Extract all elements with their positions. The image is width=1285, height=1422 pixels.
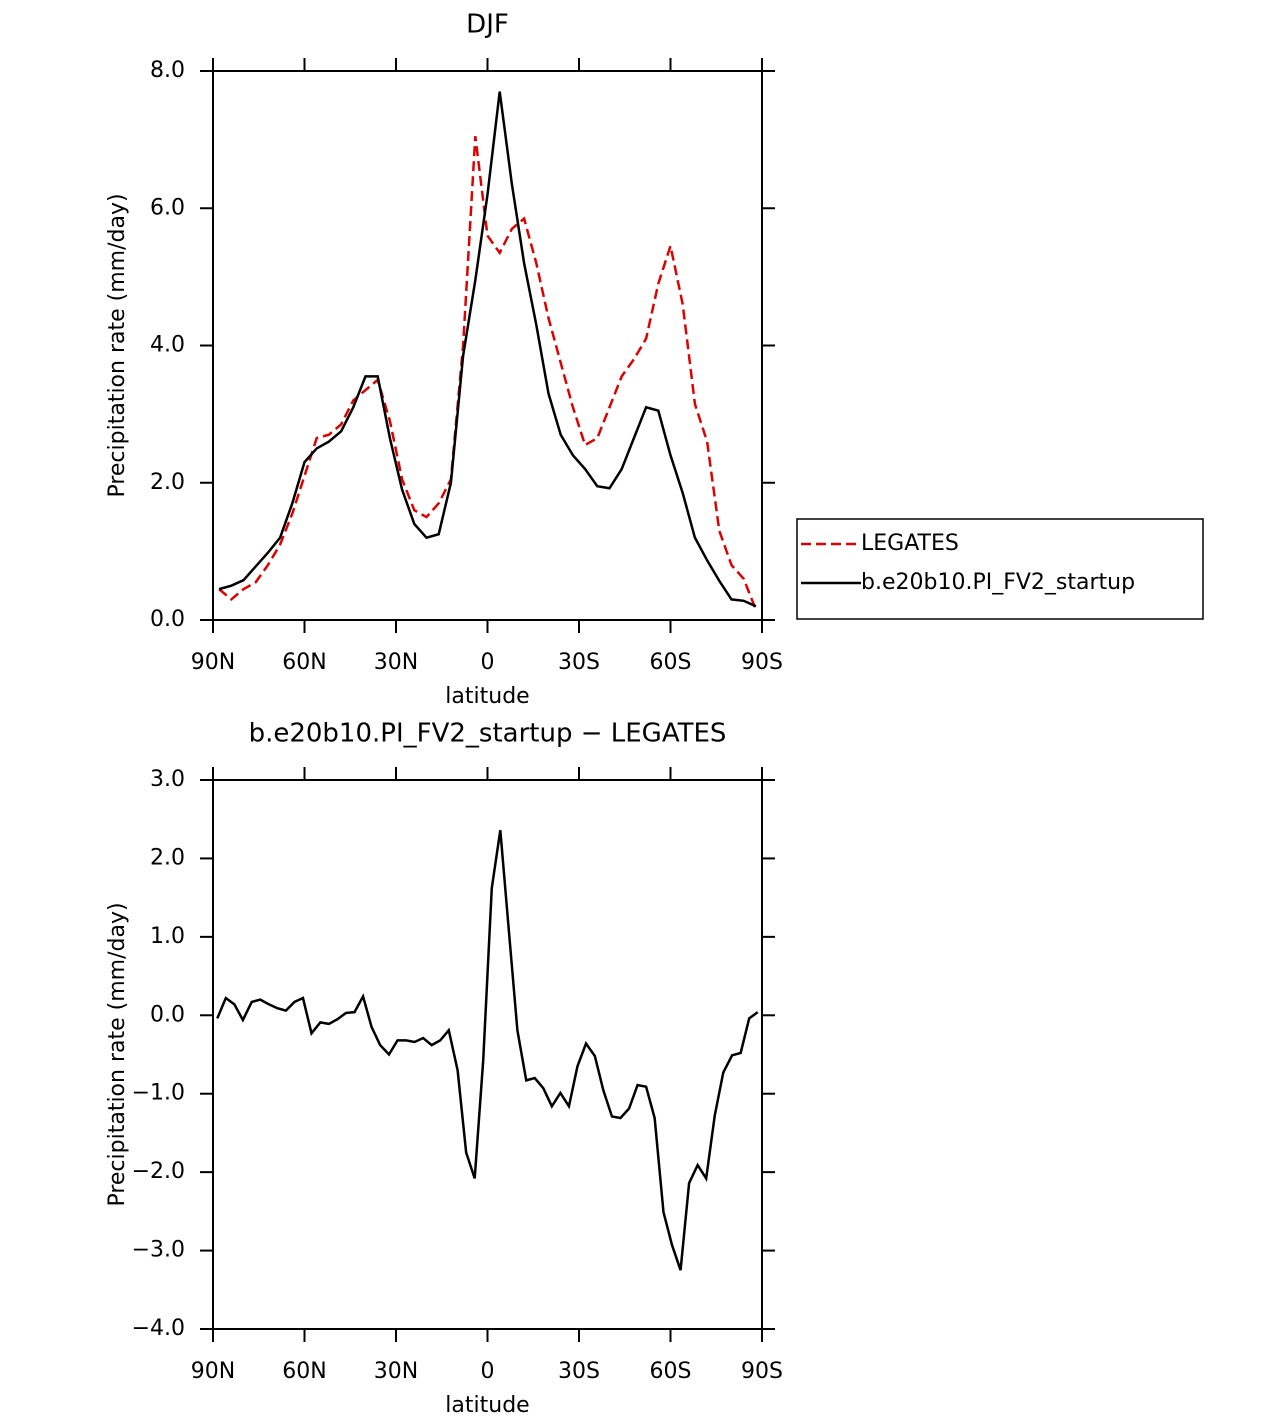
x-tick-label: 60S [650,650,692,675]
legend-label: LEGATES [861,531,959,556]
y-axis-label: Precipitation rate (mm/day) [105,193,130,497]
x-tick-label: 60N [282,650,326,675]
legend-box [796,518,1204,620]
y-tick-label: −3.0 [132,1238,185,1263]
y-tick-label: 0.0 [150,1002,185,1027]
legend-label: b.e20b10.PI_FV2_startup [861,570,1135,595]
data-line [218,91,757,608]
y-tick-label: 1.0 [150,924,185,949]
x-tick-label: 90N [191,1359,235,1384]
x-tick-label: 30N [374,650,418,675]
data-line [216,830,759,1271]
x-tick-label: 60S [650,1359,692,1384]
x-tick-label: 90S [741,650,783,675]
x-tick-label: 30S [558,1359,600,1384]
y-tick-label: 2.0 [150,845,185,870]
y-tick-label: −1.0 [132,1081,185,1106]
plot-frame [212,779,763,1330]
chart-title: b.e20b10.PI_FV2_startup − LEGATES [249,719,727,749]
y-tick-label: 3.0 [150,767,185,792]
x-tick-label: 90S [741,1359,783,1384]
x-tick-label: 0 [481,1359,495,1384]
x-axis-label: latitude [445,684,529,709]
y-axis-label: Precipitation rate (mm/day) [105,902,130,1206]
y-tick-label: 0.0 [150,607,185,632]
y-tick-label: 2.0 [150,470,185,495]
y-tick-label: −4.0 [132,1316,185,1341]
x-tick-label: 30S [558,650,600,675]
y-tick-label: −2.0 [132,1159,185,1184]
x-tick-label: 0 [481,650,495,675]
chart-title: DJF [466,10,509,40]
plot-frame [212,70,763,621]
x-tick-label: 90N [191,650,235,675]
x-tick-label: 30N [374,1359,418,1384]
data-line [218,136,758,611]
x-axis-label: latitude [445,1393,529,1418]
y-tick-label: 4.0 [150,333,185,358]
y-tick-label: 6.0 [150,195,185,220]
y-tick-label: 8.0 [150,58,185,83]
x-tick-label: 60N [282,1359,326,1384]
